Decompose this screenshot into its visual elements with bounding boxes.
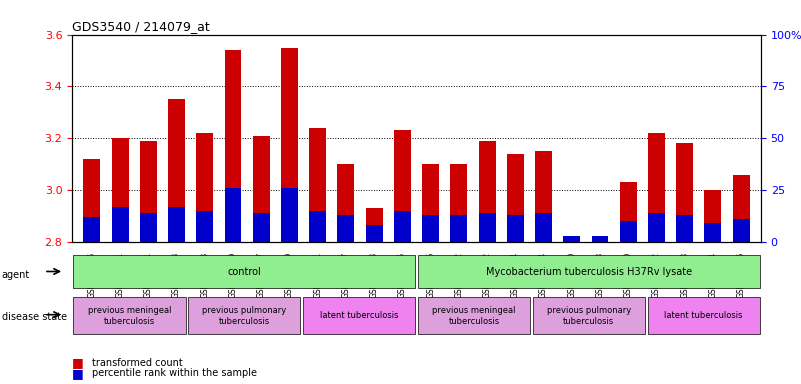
Bar	[533, 297, 645, 334]
Bar	[535, 213, 552, 242]
Bar	[366, 208, 383, 242]
Bar	[337, 215, 354, 242]
Bar	[592, 239, 609, 242]
Bar	[507, 215, 524, 242]
Text: transformed count: transformed count	[92, 358, 183, 368]
Bar	[303, 297, 415, 334]
Bar	[648, 213, 665, 242]
Bar	[563, 236, 580, 242]
Bar	[535, 151, 552, 242]
Bar	[309, 211, 326, 242]
Bar	[733, 174, 750, 242]
Bar	[418, 255, 759, 288]
Bar	[253, 136, 270, 242]
Bar	[281, 188, 298, 242]
Bar	[647, 297, 759, 334]
Bar	[676, 143, 693, 242]
Bar	[140, 213, 157, 242]
Bar	[592, 236, 609, 242]
Text: ■: ■	[72, 367, 84, 380]
Bar	[168, 99, 185, 242]
Text: agent: agent	[2, 270, 30, 280]
Text: previous meningeal
tuberculosis: previous meningeal tuberculosis	[433, 306, 516, 326]
Bar	[479, 141, 496, 242]
Bar	[648, 133, 665, 242]
Bar	[74, 297, 186, 334]
Bar	[450, 215, 467, 242]
Bar	[422, 215, 439, 242]
Bar	[168, 207, 185, 242]
Text: Mycobacterium tuberculosis H37Rv lysate: Mycobacterium tuberculosis H37Rv lysate	[485, 266, 692, 277]
Bar	[337, 164, 354, 242]
Bar	[479, 213, 496, 242]
Bar	[140, 141, 157, 242]
Bar	[111, 207, 128, 242]
Bar	[705, 190, 722, 242]
Bar	[733, 219, 750, 242]
Bar	[620, 182, 637, 242]
Bar	[309, 128, 326, 242]
Bar	[196, 211, 213, 242]
Text: latent tuberculosis: latent tuberculosis	[320, 311, 398, 320]
Bar	[394, 131, 411, 242]
Bar	[507, 154, 524, 242]
Text: previous pulmonary
tuberculosis: previous pulmonary tuberculosis	[202, 306, 287, 326]
Bar	[111, 138, 128, 242]
Bar	[83, 159, 100, 242]
Bar	[74, 255, 415, 288]
Bar	[83, 217, 100, 242]
Bar	[450, 164, 467, 242]
Bar	[366, 225, 383, 242]
Bar	[224, 188, 241, 242]
Text: previous meningeal
tuberculosis: previous meningeal tuberculosis	[88, 306, 171, 326]
Bar	[196, 133, 213, 242]
Bar	[188, 297, 300, 334]
Bar	[253, 213, 270, 242]
Bar	[422, 164, 439, 242]
Text: disease state: disease state	[2, 312, 66, 322]
Bar	[620, 221, 637, 242]
Text: GDS3540 / 214079_at: GDS3540 / 214079_at	[72, 20, 210, 33]
Bar	[281, 48, 298, 242]
Text: control: control	[227, 266, 261, 277]
Text: ■: ■	[72, 356, 84, 369]
Bar	[676, 215, 693, 242]
Bar	[224, 50, 241, 242]
Text: previous pulmonary
tuberculosis: previous pulmonary tuberculosis	[546, 306, 631, 326]
Bar	[418, 297, 530, 334]
Text: latent tuberculosis: latent tuberculosis	[664, 311, 743, 320]
Bar	[563, 239, 580, 242]
Bar	[394, 211, 411, 242]
Text: percentile rank within the sample: percentile rank within the sample	[92, 368, 257, 378]
Bar	[705, 223, 722, 242]
